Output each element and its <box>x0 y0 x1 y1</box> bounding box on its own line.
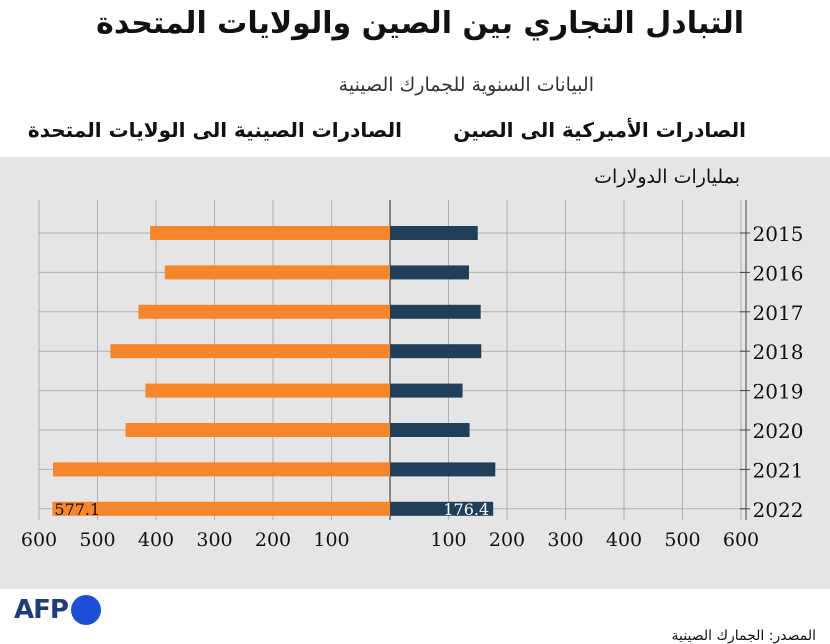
bar-china-exports-2022 <box>52 501 391 516</box>
bar-china-exports-2018 <box>110 344 391 359</box>
year-label-2020: 2020 <box>753 419 804 443</box>
x-tick-left: 200 <box>255 529 291 551</box>
bar-us-exports-2020 <box>390 423 470 437</box>
bar-us-exports-2021 <box>390 462 496 477</box>
chart-title: التبادل التجاري بين الصين والولايات المت… <box>96 6 744 41</box>
year-label-2021: 2021 <box>753 458 804 482</box>
year-label-2016: 2016 <box>753 261 804 285</box>
x-tick-right: 100 <box>430 529 466 551</box>
year-label-2018: 2018 <box>753 340 804 364</box>
year-label-2017: 2017 <box>753 301 804 325</box>
bar-us-exports-2019 <box>390 383 463 398</box>
x-tick-left: 600 <box>21 529 57 551</box>
bar-china-exports-2016 <box>164 265 390 280</box>
bar-us-exports-2015 <box>390 226 478 240</box>
afp-logo-text: AFP <box>14 595 69 625</box>
bar-china-exports-2020 <box>125 423 390 437</box>
bar-us-exports-2017 <box>390 304 481 319</box>
bar-us-exports-2016 <box>390 265 469 280</box>
chart-subtitle: البيانات السنوية للجمارك الصينية <box>338 74 594 96</box>
x-tick-left: 300 <box>196 529 232 551</box>
x-tick-left: 400 <box>138 529 174 551</box>
x-tick-left: 500 <box>79 529 115 551</box>
data-label-china-2022: 577.1 <box>54 500 100 519</box>
data-label-us-2022: 176.4 <box>443 500 489 519</box>
x-tick-left: 100 <box>313 529 349 551</box>
bar-china-exports-2017 <box>138 304 390 319</box>
year-label-2022: 2022 <box>753 498 804 522</box>
afp-logo-dot-icon <box>70 595 101 625</box>
bar-us-exports-2022 <box>390 501 494 516</box>
source-note: المصدر: الجمارك الصينية <box>671 628 816 644</box>
unit-label: بمليارات الدولارات <box>594 166 740 188</box>
x-tick-right: 500 <box>664 529 700 551</box>
legend-us-exports: الصادرات الأميركية الى الصين <box>453 118 746 142</box>
year-label-2015: 2015 <box>753 222 804 246</box>
bar-china-exports-2015 <box>150 226 390 240</box>
bar-us-exports-2018 <box>390 344 482 359</box>
legend-china-exports: الصادرات الصينية الى الولايات المتحدة <box>27 118 402 142</box>
year-label-2019: 2019 <box>753 380 804 404</box>
bar-china-exports-2021 <box>53 462 390 477</box>
x-tick-right: 200 <box>489 529 525 551</box>
x-tick-right: 300 <box>547 529 583 551</box>
x-tick-right: 600 <box>723 529 759 551</box>
afp-logo: AFP <box>14 594 101 626</box>
x-tick-right: 400 <box>606 529 642 551</box>
bar-china-exports-2019 <box>145 383 390 398</box>
